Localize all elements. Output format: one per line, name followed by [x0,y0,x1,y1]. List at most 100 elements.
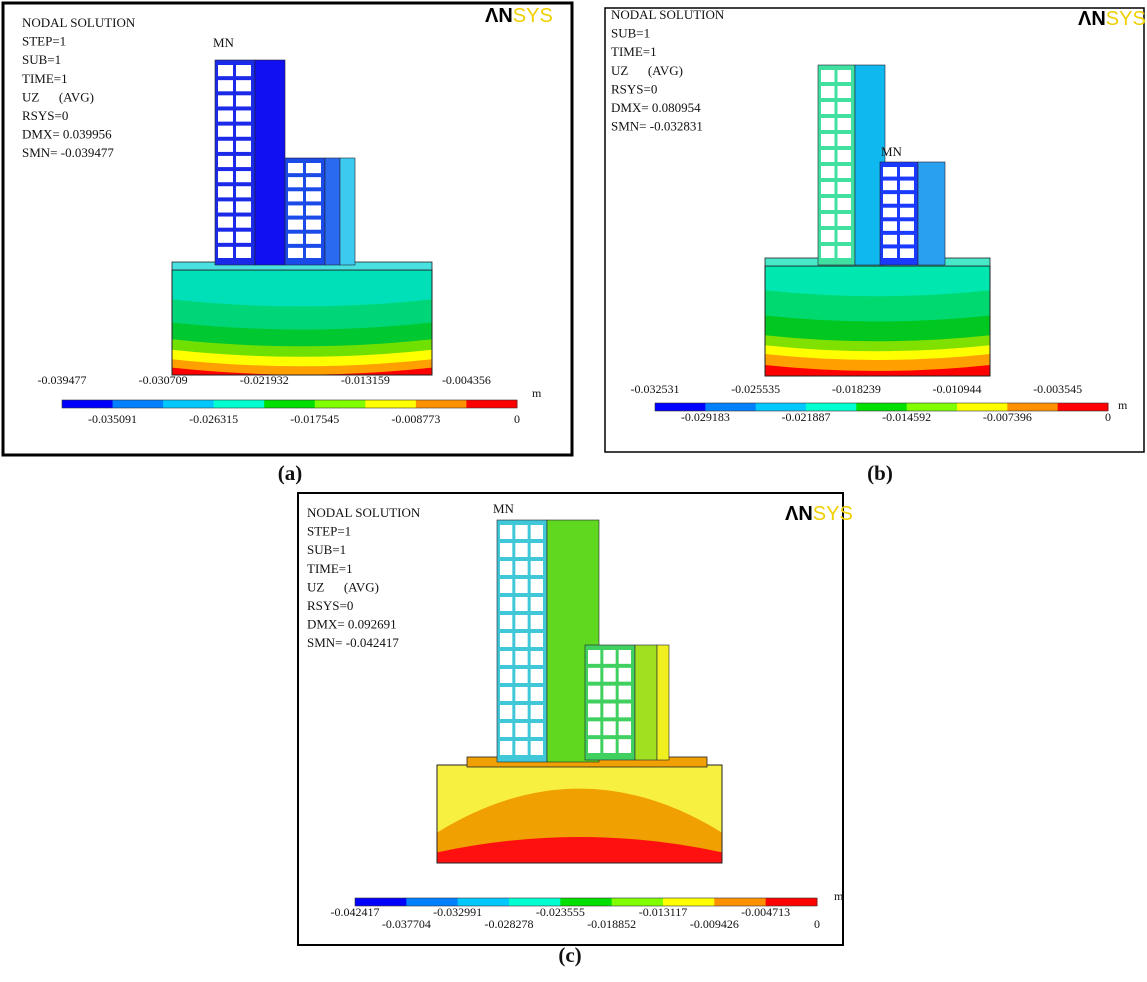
panel-caption: (a) [278,461,303,485]
window [838,214,852,226]
window [619,686,631,700]
window [821,70,835,82]
window [288,205,303,215]
logo-sys: SYS [1106,8,1146,30]
window [218,110,233,121]
window [218,217,233,228]
window [883,194,897,204]
info-line: UZ (AVG) [611,63,683,78]
window [515,741,527,755]
legend-swatch [315,400,366,408]
window [619,704,631,718]
window [588,739,600,753]
tower-strip [255,60,285,265]
window [288,163,303,173]
window [500,687,512,701]
window [236,156,251,167]
logo-sys: SYS [513,5,553,27]
legend-swatch [264,400,315,408]
window [821,118,835,130]
logo-an: ΛN [1078,8,1106,30]
window [218,201,233,212]
window [306,205,321,215]
window [236,201,251,212]
legend-swatch [214,400,265,408]
ansys-logo: ΛNSYS [785,503,853,525]
window [531,561,543,575]
window [500,741,512,755]
info-line: DMX= 0.092691 [307,617,397,632]
info-line: STEP=1 [22,34,66,49]
window [603,704,615,718]
logo-an: ΛN [485,5,513,27]
window [500,723,512,737]
window [306,220,321,230]
window [838,150,852,162]
info-line: RSYS=0 [22,108,68,123]
window [838,230,852,242]
window [821,230,835,242]
legend-label: -0.021887 [782,410,831,424]
info-line: TIME=1 [611,44,657,59]
info-line: NODAL SOLUTION [611,7,725,22]
window [603,650,615,664]
window [821,198,835,210]
legend-swatch [466,400,517,408]
legend-unit: m [1118,398,1128,412]
window [500,633,512,647]
window [218,171,233,182]
legend-label: 0 [814,917,820,931]
window [838,134,852,146]
ansys-logo: ΛNSYS [1078,8,1146,30]
legend-label: -0.032531 [631,382,680,396]
window [900,167,914,177]
info-line: NODAL SOLUTION [307,505,421,520]
node-marker: MN [213,35,235,50]
window [306,163,321,173]
legend-swatch [365,400,416,408]
legend-label: -0.018852 [587,917,636,931]
legend-label: 0 [514,412,520,426]
window [619,650,631,664]
legend-unit: m [834,889,844,903]
window [515,561,527,575]
info-line: SUB=1 [22,52,61,67]
info-line: UZ (AVG) [22,89,94,104]
window [531,705,543,719]
node-marker: MN [493,501,515,516]
legend-label: -0.008773 [391,412,440,426]
window [500,561,512,575]
window [531,741,543,755]
window [821,182,835,194]
window [821,102,835,114]
info-line: NODAL SOLUTION [22,15,136,30]
legend-label: -0.007396 [983,410,1032,424]
window [531,525,543,539]
legend-label: -0.037704 [382,917,431,931]
window [900,248,914,258]
window [531,615,543,629]
window [218,126,233,137]
info-line: SMN= -0.042417 [307,635,399,650]
window [515,525,527,539]
info-line: UZ (AVG) [307,579,379,594]
window [515,651,527,665]
window [218,156,233,167]
window [218,232,233,243]
legend-label: -0.023555 [536,905,585,919]
window [883,221,897,231]
legend-label: -0.004356 [442,373,491,387]
info-line: SUB=1 [307,542,346,557]
logo-sys: SYS [813,503,853,525]
legend-swatch [113,400,164,408]
figure: NODAL SOLUTION STEP=1 SUB=1 TIME=1 UZ (AVG) R… [0,0,1147,977]
info-line: SMN= -0.032831 [611,119,703,134]
legend-label: -0.010944 [933,382,982,396]
legend-swatch [62,400,113,408]
legend-label: -0.018239 [832,382,881,396]
ansys-logo: ΛNSYS [485,5,553,27]
window [588,686,600,700]
legend-label: -0.026315 [189,412,238,426]
window [821,246,835,258]
window [288,234,303,244]
